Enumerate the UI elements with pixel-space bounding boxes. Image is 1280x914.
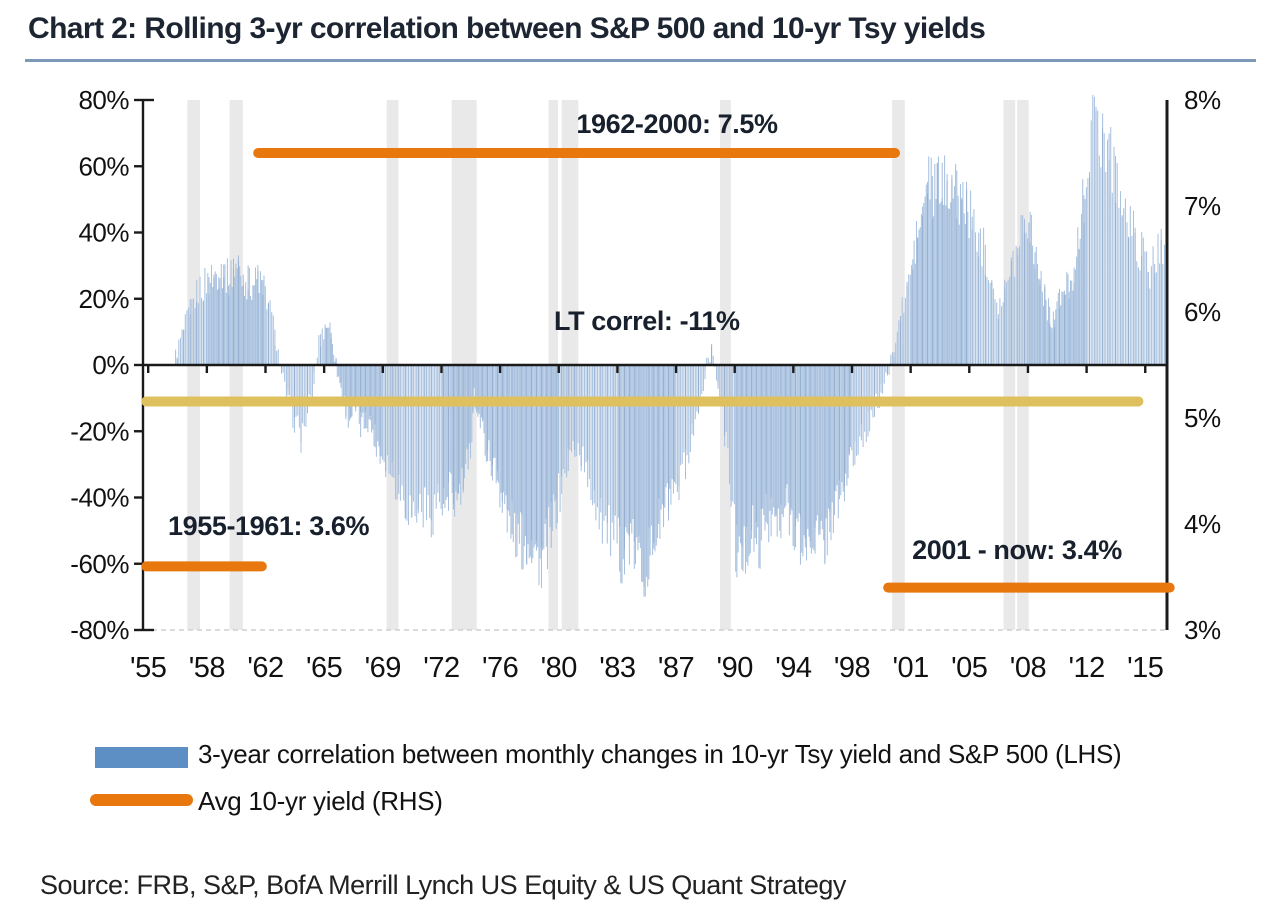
left-axis-label: -40% xyxy=(70,483,129,513)
x-axis-label: '69 xyxy=(365,652,401,684)
right-axis-label: 4% xyxy=(1184,509,1221,539)
x-axis-label: '98 xyxy=(834,652,870,684)
x-axis-label: '90 xyxy=(717,652,753,684)
legend-label-correlation: 3-year correlation between monthly chang… xyxy=(198,739,1122,769)
x-axis-label: '62 xyxy=(247,652,283,684)
left-axis-label: 80% xyxy=(78,85,129,115)
legend-bar-swatch xyxy=(95,747,188,768)
x-axis-label: '87 xyxy=(658,652,694,684)
left-axis-label: -60% xyxy=(70,549,129,579)
x-axis-label: '12 xyxy=(1068,652,1104,684)
left-axis-label: -20% xyxy=(70,416,129,446)
x-axis-label: '15 xyxy=(1127,652,1163,684)
x-axis-label: '83 xyxy=(599,652,635,684)
left-axis-label: 0% xyxy=(92,350,129,380)
x-axis-label: '58 xyxy=(189,652,225,684)
left-axis-label: 20% xyxy=(78,284,129,314)
annotation-avg-yield-2001-now: 2001 - now: 3.4% xyxy=(912,535,1122,565)
x-axis-label: '80 xyxy=(541,652,577,684)
right-axis-label: 6% xyxy=(1184,297,1221,327)
x-axis-label: '76 xyxy=(482,652,518,684)
x-axis-label: '65 xyxy=(306,652,342,684)
right-axis-label: 3% xyxy=(1184,615,1221,645)
x-axis-label: '05 xyxy=(951,652,987,684)
annotation-avg-yield-1962-2000: 1962-2000: 7.5% xyxy=(576,109,778,139)
x-axis-label: '08 xyxy=(1010,652,1046,684)
left-axis-label: 40% xyxy=(78,218,129,248)
x-axis-label: '72 xyxy=(423,652,459,684)
legend-label-avg-yield: Avg 10-yr yield (RHS) xyxy=(198,786,443,816)
x-axis-label: '55 xyxy=(130,652,166,684)
annotation-avg-yield-1955-1961: 1955-1961: 3.6% xyxy=(168,511,370,541)
title-underline xyxy=(25,59,1256,62)
left-axis-label: -80% xyxy=(70,615,129,645)
x-axis-label: '94 xyxy=(775,652,812,684)
x-axis-label: '01 xyxy=(893,652,929,684)
legend-line-swatch xyxy=(90,794,193,806)
chart-title: Chart 2: Rolling 3-yr correlation betwee… xyxy=(28,12,986,45)
right-axis-label: 8% xyxy=(1184,85,1221,115)
annotation-lt-correl: LT correl: -11% xyxy=(554,306,740,336)
right-axis-label: 5% xyxy=(1184,403,1221,433)
source-text: Source: FRB, S&P, BofA Merrill Lynch US … xyxy=(40,870,846,900)
right-axis-label: 7% xyxy=(1184,191,1221,221)
left-axis-label: 60% xyxy=(78,151,129,181)
